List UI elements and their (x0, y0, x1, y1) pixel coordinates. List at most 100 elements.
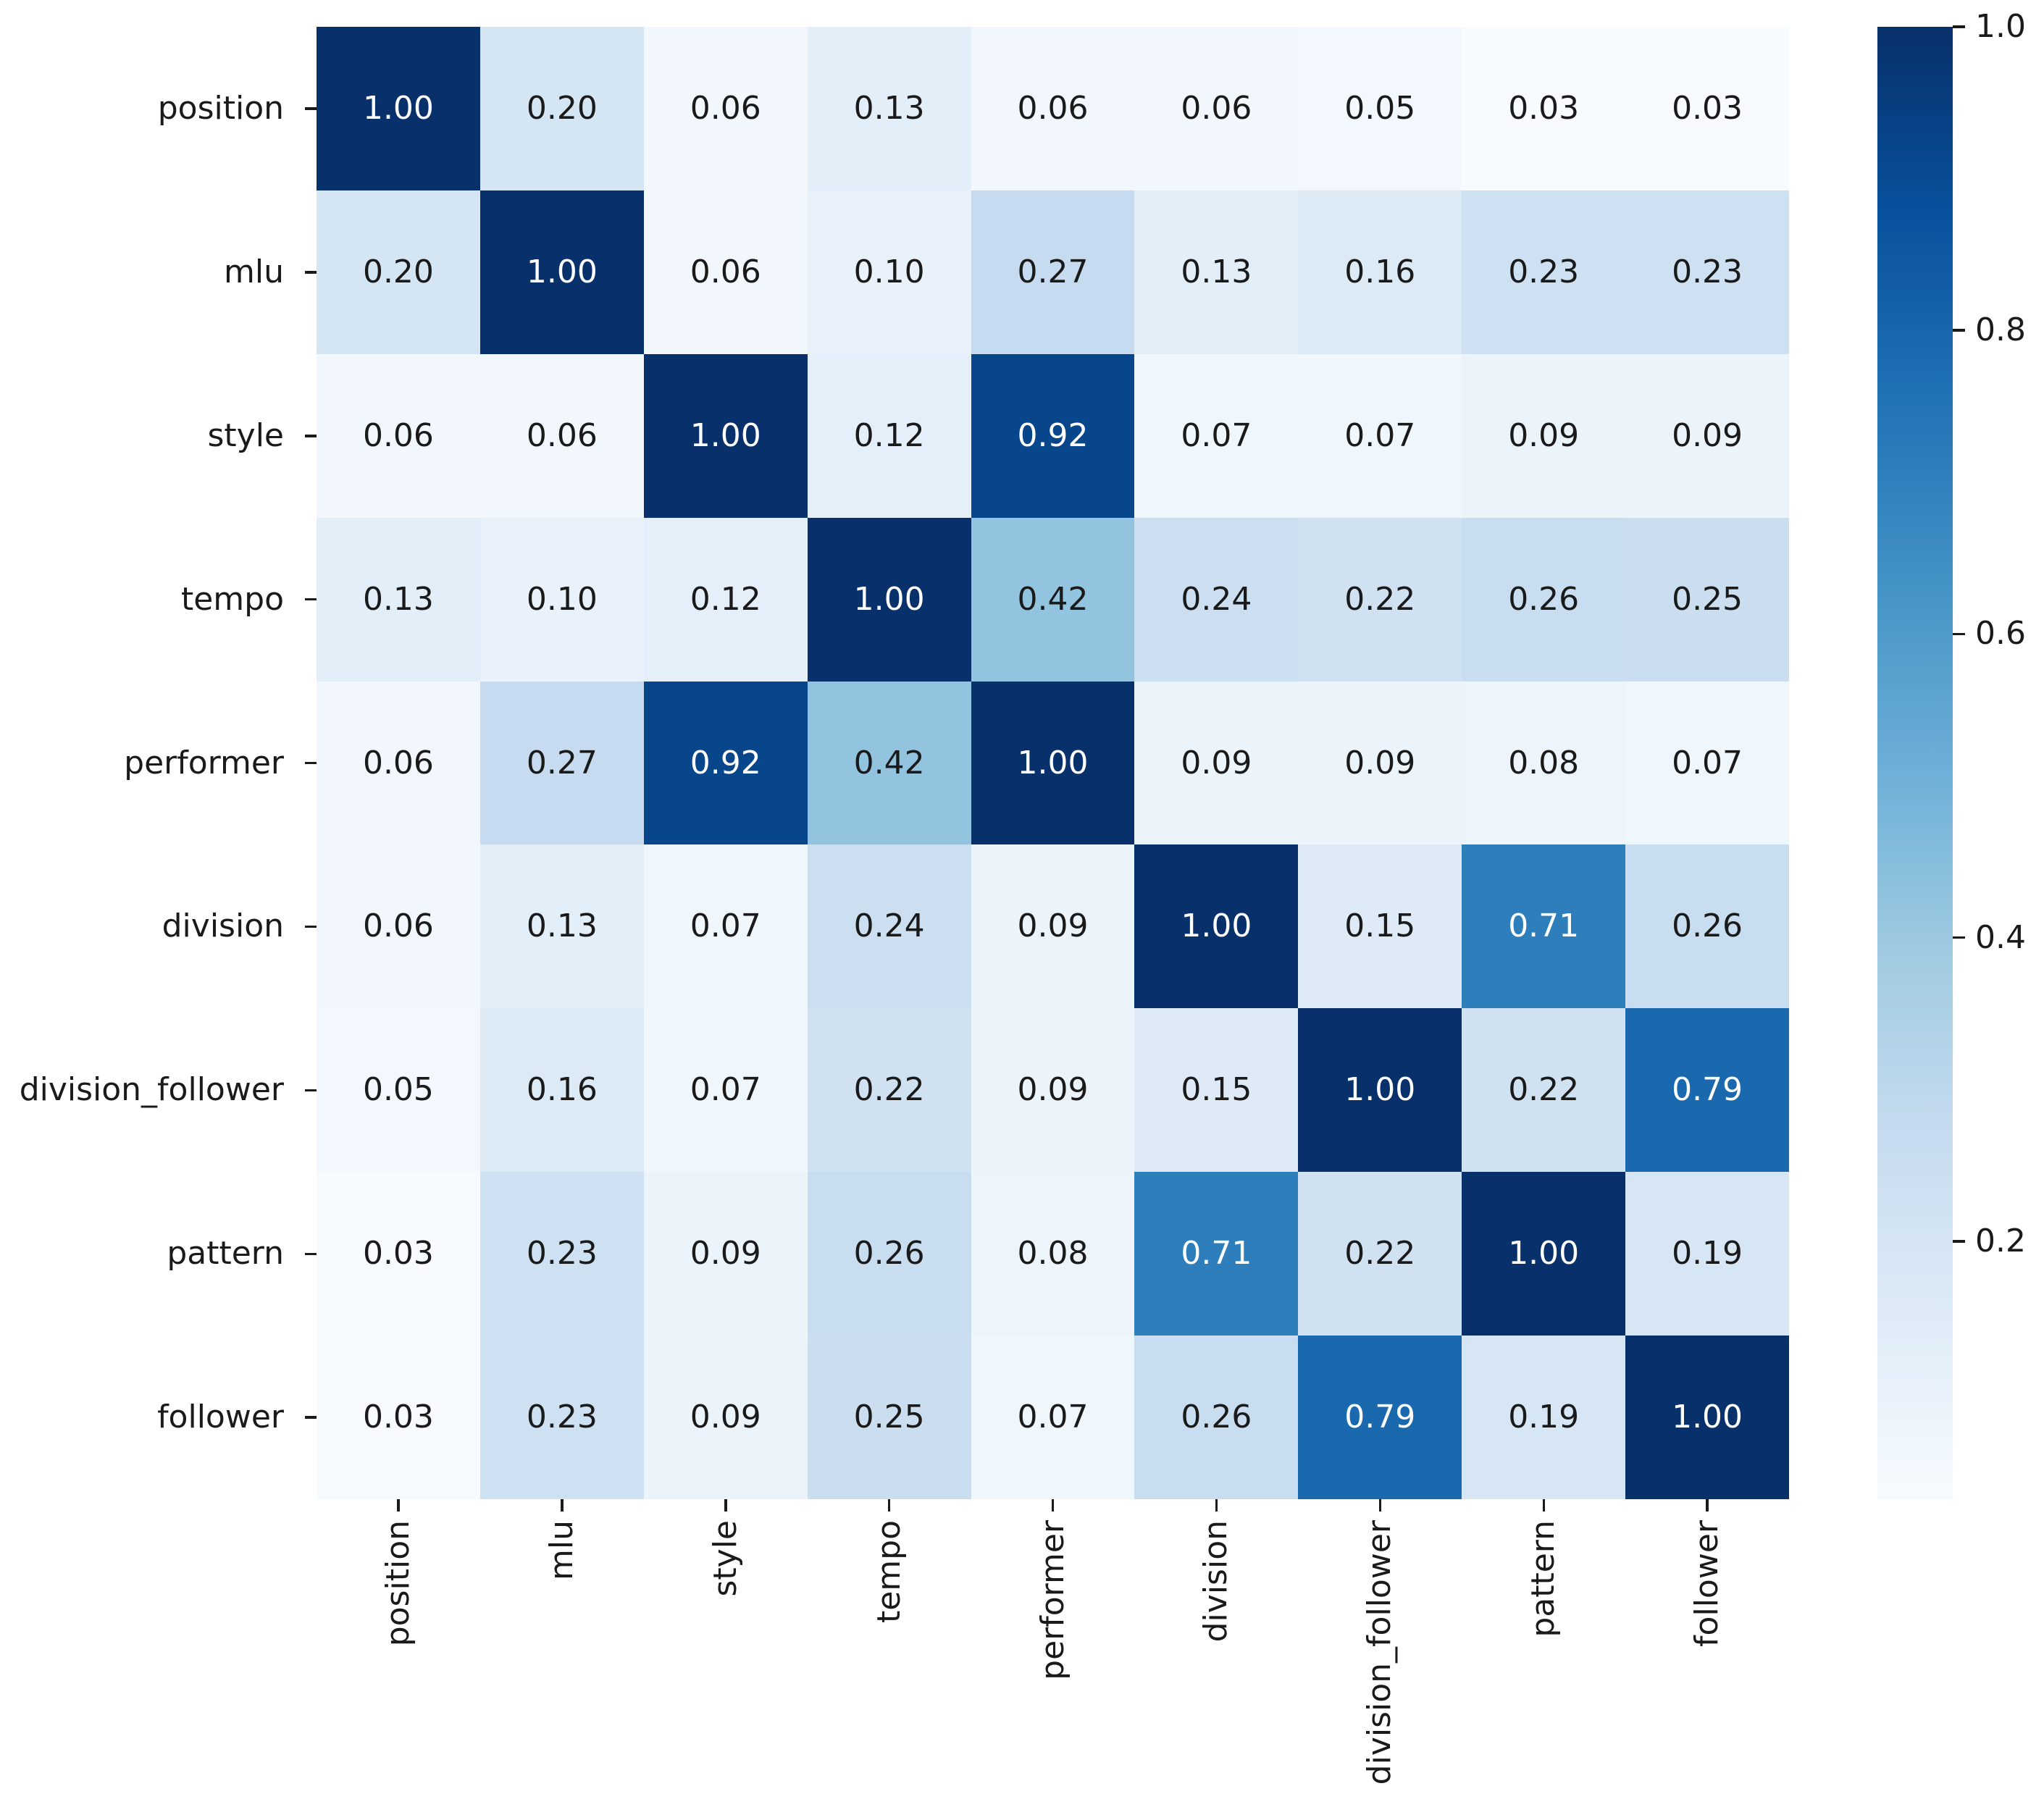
heatmap-cell: 0.13 (317, 517, 480, 682)
heatmap-cell: 0.20 (479, 27, 644, 190)
heatmap-cell: 0.07 (643, 1008, 808, 1173)
x-tick-label: follower (1688, 1520, 1726, 1647)
heatmap-cell: 0.42 (971, 517, 1135, 682)
y-tick-mark (305, 598, 318, 601)
heatmap-cell: 0.12 (807, 353, 971, 518)
colorbar-tick-mark (1953, 1240, 1965, 1243)
cell-value: 0.15 (1344, 907, 1416, 945)
cell-value: 0.03 (362, 1399, 434, 1436)
heatmap-cell: 1.00 (1625, 1336, 1790, 1500)
cell-value: 0.06 (1181, 89, 1252, 127)
heatmap-cell: 0.05 (1298, 27, 1462, 190)
heatmap-cell: 0.23 (479, 1172, 644, 1336)
heatmap-cell: 0.26 (807, 1172, 971, 1336)
cell-value: 0.16 (526, 1071, 598, 1109)
x-tick-mark (887, 1499, 891, 1512)
heatmap-cell: 0.20 (317, 190, 480, 354)
colorbar-tick-label: 0.2 (1975, 1222, 2026, 1259)
cell-value: 0.06 (362, 907, 434, 945)
cell-value: 0.08 (1017, 1235, 1089, 1273)
cell-value: 0.92 (1017, 416, 1089, 454)
cell-value: 0.07 (1181, 416, 1252, 454)
heatmap-cell: 0.03 (317, 1172, 480, 1336)
y-tick-label: style (207, 416, 284, 454)
cell-value: 0.03 (1672, 89, 1743, 127)
cell-value: 0.06 (1017, 89, 1089, 127)
heatmap-cell: 0.26 (1625, 844, 1790, 1009)
x-tick-label: pattern (1525, 1520, 1562, 1638)
cell-value: 1.00 (1344, 1071, 1416, 1109)
cell-value: 0.07 (1017, 1399, 1089, 1436)
heatmap-cell: 0.92 (971, 353, 1135, 518)
cell-value: 0.71 (1508, 907, 1580, 945)
cell-value: 0.09 (1017, 1071, 1089, 1109)
heatmap-cell: 0.03 (1462, 27, 1626, 190)
cell-value: 0.13 (1181, 253, 1252, 290)
heatmap-cell: 0.23 (1625, 190, 1790, 354)
heatmap-cell: 0.07 (1134, 353, 1299, 518)
cell-value: 0.09 (690, 1235, 761, 1273)
cell-value: 0.23 (526, 1399, 598, 1436)
y-tick-label: performer (124, 744, 284, 781)
cell-value: 0.10 (853, 253, 925, 290)
x-tick-label: division (1197, 1520, 1235, 1643)
cell-value: 0.26 (1181, 1399, 1252, 1436)
heatmap-cell: 0.07 (1625, 681, 1790, 845)
x-axis-label-col: pattern (1462, 1520, 1625, 1807)
cell-value: 0.06 (690, 89, 761, 127)
heatmap-cell: 0.23 (1462, 190, 1626, 354)
cell-value: 0.09 (1508, 416, 1580, 454)
cell-value: 0.42 (853, 744, 925, 781)
heatmap-cell: 1.00 (1462, 1172, 1626, 1336)
heatmap-cell: 0.24 (807, 844, 971, 1009)
y-axis-label-row: division_follower (0, 1008, 284, 1172)
heatmap-cell: 0.27 (479, 681, 644, 845)
y-tick-label: division_follower (19, 1071, 284, 1109)
heatmap-cell: 0.71 (1462, 844, 1626, 1009)
colorbar-tick-mark (1953, 329, 1965, 332)
cell-value: 0.23 (1508, 253, 1580, 290)
cell-value: 0.03 (1508, 89, 1580, 127)
heatmap-cell: 0.09 (1134, 681, 1299, 845)
cell-value: 0.10 (526, 580, 598, 618)
x-tick-label: mlu (543, 1520, 580, 1580)
x-tick-mark (561, 1499, 564, 1512)
heatmap-cell: 0.23 (479, 1336, 644, 1500)
y-axis-label-row: style (0, 354, 284, 518)
cell-value: 0.08 (1508, 744, 1580, 781)
x-tick-label: style (706, 1520, 744, 1597)
x-axis-label-col: follower (1625, 1520, 1789, 1807)
heatmap-cell: 0.27 (971, 190, 1135, 354)
cell-value: 0.23 (1672, 253, 1743, 290)
heatmap-cell: 0.06 (317, 681, 480, 845)
cell-value: 0.13 (526, 907, 598, 945)
cell-value: 1.00 (362, 89, 434, 127)
heatmap-cell: 0.06 (317, 353, 480, 518)
y-axis-label-row: follower (0, 1336, 284, 1499)
heatmap-cell: 0.25 (807, 1336, 971, 1500)
cell-value: 0.06 (690, 253, 761, 290)
cell-value: 1.00 (1181, 907, 1252, 945)
heatmap-cell: 0.09 (1298, 681, 1462, 845)
cell-value: 0.06 (362, 416, 434, 454)
cell-value: 0.15 (1181, 1071, 1252, 1109)
cell-value: 0.13 (362, 580, 434, 618)
cell-value: 0.27 (1017, 253, 1089, 290)
heatmap-cell: 0.06 (643, 190, 808, 354)
heatmap-cell: 0.07 (971, 1336, 1135, 1500)
x-tick-mark (1051, 1499, 1055, 1512)
y-tick-mark (305, 435, 318, 437)
y-tick-mark (305, 107, 318, 110)
x-tick-mark (1215, 1499, 1218, 1512)
heatmap-cell: 0.09 (643, 1172, 808, 1336)
x-axis-label-col: division_follower (1298, 1520, 1462, 1807)
heatmap-cell: 0.22 (1298, 1172, 1462, 1336)
heatmap-cell: 0.06 (643, 27, 808, 190)
heatmap-cell: 0.22 (1298, 517, 1462, 682)
cell-value: 0.12 (690, 580, 761, 618)
cell-value: 0.06 (526, 416, 598, 454)
heatmap-cell: 0.26 (1462, 517, 1626, 682)
heatmap-cell: 0.79 (1298, 1336, 1462, 1500)
heatmap-cell: 0.19 (1462, 1336, 1626, 1500)
